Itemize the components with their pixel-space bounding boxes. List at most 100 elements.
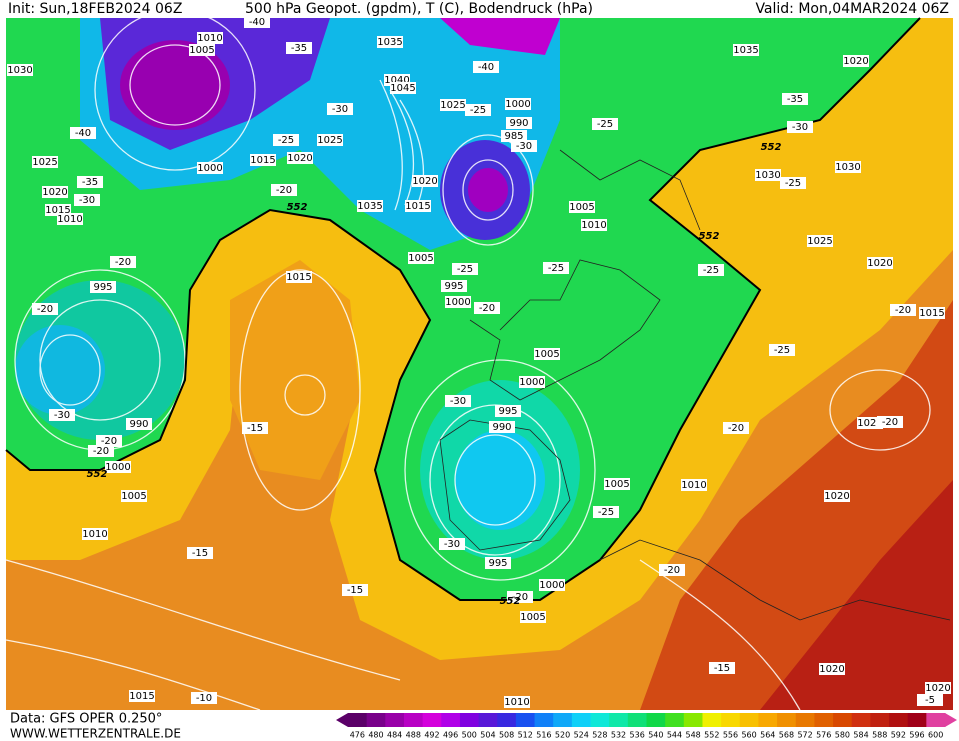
pressure-label-box <box>7 64 33 76</box>
colorbar-swatch <box>814 713 834 727</box>
temperature-label: -20 <box>895 305 911 316</box>
temperature-label-box <box>244 16 270 28</box>
pressure-label-box <box>569 201 595 213</box>
temperature-label: -20 <box>882 417 898 428</box>
colorbar-label: 488 <box>406 731 421 740</box>
temperature-label-box <box>439 538 465 550</box>
temperature-label-box <box>592 118 618 130</box>
pressure-label: 985 <box>504 131 523 142</box>
pressure-label: 1030 <box>755 170 780 181</box>
temperature-label-box <box>780 177 806 189</box>
pressure-label-box <box>501 130 527 142</box>
temperature-label-box <box>465 104 491 116</box>
552-contour <box>5 17 921 601</box>
temperature-label-box <box>593 506 619 518</box>
temperature-label: -25 <box>598 507 614 518</box>
pressure-label-box <box>189 44 215 56</box>
pressure-label-box <box>504 696 530 708</box>
temperature-label: -20 <box>115 257 131 268</box>
temperature-label: -20 <box>276 185 292 196</box>
temperature-label: -30 <box>79 195 95 206</box>
pressure-label-box <box>520 611 546 623</box>
colorbar-label: 500 <box>462 731 477 740</box>
temperature-label-box <box>782 93 808 105</box>
geopotential-label: 552 <box>500 596 521 607</box>
pressure-label-box <box>90 281 116 293</box>
temperature-label: -20 <box>512 592 528 603</box>
colorbar-label: 520 <box>555 731 570 740</box>
pressure-label-box <box>925 682 951 694</box>
temperature-label-box <box>271 184 297 196</box>
colorbar-swatch <box>534 713 554 727</box>
colorbar-label: 536 <box>630 731 645 740</box>
temperature-label: -15 <box>347 585 363 596</box>
temperature-label: -35 <box>291 43 307 54</box>
colorbar-swatch <box>348 713 368 727</box>
pressure-label: 1010 <box>504 697 529 708</box>
colorbar-swatch <box>926 713 946 727</box>
colorbar-swatch <box>515 713 536 727</box>
pressure-label: 1015 <box>250 155 275 166</box>
pressure-label: 1000 <box>505 99 530 110</box>
pressure-label-box <box>82 528 108 540</box>
colorbar-swatch <box>739 713 759 727</box>
colorbar-swatch <box>758 713 778 727</box>
pressure-label: 1015 <box>45 205 70 216</box>
colorbar-label: 552 <box>704 731 719 740</box>
temperature-label: -30 <box>450 396 466 407</box>
temperature-label-box <box>445 395 471 407</box>
temperature-label: -25 <box>548 263 564 274</box>
temperature-label: -30 <box>792 122 808 133</box>
temperature-label-box <box>77 176 103 188</box>
colorbar-swatch <box>366 713 386 727</box>
colorbar-swatch <box>385 713 405 727</box>
colorbar-label: 556 <box>723 731 738 740</box>
pressure-label-box <box>857 417 883 429</box>
temperature-label-box <box>342 584 368 596</box>
init-text: Init: Sun,18FEB2024 06Z <box>8 1 182 17</box>
pressure-label-box <box>819 663 845 675</box>
pressure-label: 995 <box>444 281 463 292</box>
pressure-label: 1025 <box>32 157 57 168</box>
pressure-label-box <box>57 213 83 225</box>
title-text: 500 hPa Geopot. (gpdm), T (C), Bodendruc… <box>245 1 593 17</box>
pressure-label-box <box>405 200 431 212</box>
pressure-label: 1035 <box>357 201 382 212</box>
colorbar-label: 564 <box>760 731 775 740</box>
colorbar-label: 508 <box>499 731 514 740</box>
pressure-label: 1005 <box>520 612 545 623</box>
pressure-label-box <box>129 690 155 702</box>
pressure-label: 1010 <box>197 33 222 44</box>
pressure-label: 995 <box>498 406 517 417</box>
pressure-label: 1030 <box>835 162 860 173</box>
pressure-label-box <box>126 418 152 430</box>
colorbar-label: 484 <box>387 731 402 740</box>
pressure-label-box <box>843 55 869 67</box>
colorbar-swatch <box>422 713 442 727</box>
temperature-label: -10 <box>196 693 212 704</box>
colorbar-swatch <box>665 713 685 727</box>
colorbar-swatch <box>777 713 797 727</box>
temperature-label: -20 <box>93 446 109 457</box>
pressure-label-box <box>440 99 466 111</box>
pressure-label: 1020 <box>412 176 437 187</box>
colorbar-swatch <box>478 713 498 727</box>
temperature-label: -15 <box>247 423 263 434</box>
pressure-label: 995 <box>488 558 507 569</box>
pressure-label: 1005 <box>408 253 433 264</box>
temperature-label: -25 <box>774 345 790 356</box>
pressure-label: 1005 <box>569 202 594 213</box>
pressure-label: 1000 <box>539 580 564 591</box>
pressure-label-box <box>681 479 707 491</box>
low-west-core <box>15 325 105 415</box>
pressure-label-box <box>445 296 471 308</box>
colorbar-swatch <box>721 713 741 727</box>
pressure-label-box <box>197 162 223 174</box>
pressure-label: 1020 <box>42 187 67 198</box>
pressure-label: 1025 <box>317 135 342 146</box>
valid-text: Valid: Mon,04MAR2024 06Z <box>755 1 949 17</box>
colorbar-label: 524 <box>574 731 589 740</box>
pressure-label: 1005 <box>604 479 629 490</box>
north-purple <box>440 18 560 55</box>
